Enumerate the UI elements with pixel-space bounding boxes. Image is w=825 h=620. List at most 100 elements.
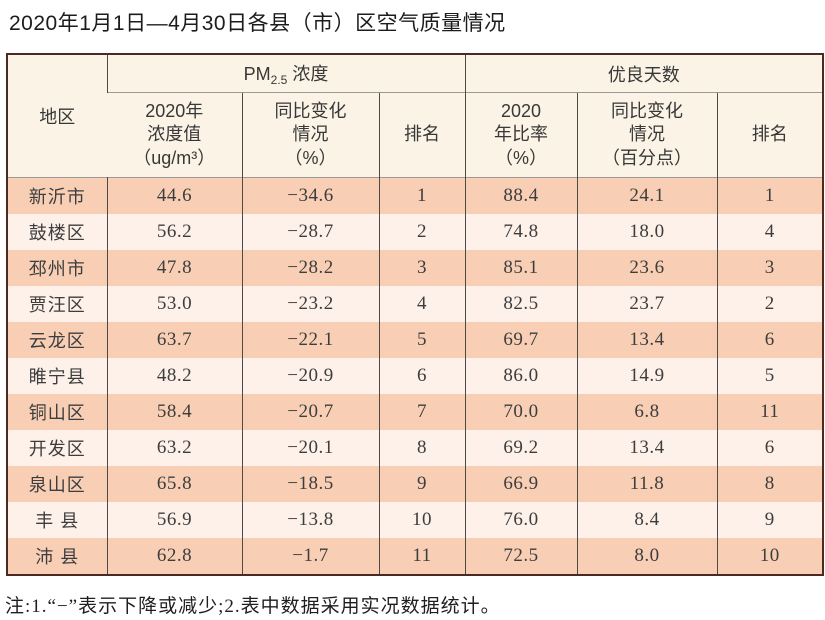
cell-pm-value: 63.2 xyxy=(106,430,242,467)
cell-good-rate: 88.4 xyxy=(464,177,577,215)
cell-pm-rank: 1 xyxy=(378,177,465,215)
table-body: 新沂市 44.6 −34.6 1 88.4 24.1 1 鼓楼区 56.2 −28.7 2 74.8 1… xyxy=(7,177,823,576)
cell-region: 邳州市 xyxy=(7,250,107,287)
cell-region: 云龙区 xyxy=(7,322,107,359)
cell-region: 鼓楼区 xyxy=(7,214,107,251)
cell-pm-value: 47.8 xyxy=(106,250,242,287)
cell-good-rank: 2 xyxy=(716,286,823,323)
header-good-rate: 2020 年比率 （%） xyxy=(464,92,577,178)
cell-pm-rank: 11 xyxy=(378,538,465,576)
cell-good-change: 8.0 xyxy=(576,538,717,576)
cell-pm-value: 56.2 xyxy=(106,214,242,251)
cell-region: 铜山区 xyxy=(7,394,107,431)
header-pm-change: 同比变化 情况 （%） xyxy=(241,92,379,178)
cell-pm-value: 48.2 xyxy=(106,358,242,395)
header-sub-row: 2020年 浓度值 （ug/m³） 同比变化 情况 （%） 排名 2020 年比… xyxy=(7,92,823,178)
cell-pm-rank: 10 xyxy=(378,502,465,539)
cell-good-rank: 9 xyxy=(716,502,823,539)
cell-good-change: 23.7 xyxy=(576,286,717,323)
cell-region: 丰 县 xyxy=(7,502,107,539)
cell-good-change: 11.8 xyxy=(576,466,717,503)
cell-pm-change: −20.9 xyxy=(241,358,379,395)
table-row: 邳州市 47.8 −28.2 3 85.1 23.6 3 xyxy=(7,250,823,287)
cell-good-rate: 86.0 xyxy=(464,358,577,395)
cell-good-rate: 69.2 xyxy=(464,430,577,467)
cell-pm-change: −34.6 xyxy=(241,177,379,215)
cell-pm-change: −20.1 xyxy=(241,430,379,467)
cell-good-change: 24.1 xyxy=(576,177,717,215)
cell-good-change: 13.4 xyxy=(576,430,717,467)
table-row: 开发区 63.2 −20.1 8 69.2 13.4 6 xyxy=(7,430,823,467)
cell-good-change: 14.9 xyxy=(576,358,717,395)
cell-good-rate: 76.0 xyxy=(464,502,577,539)
cell-pm-rank: 6 xyxy=(378,358,465,395)
table-row: 新沂市 44.6 −34.6 1 88.4 24.1 1 xyxy=(7,177,823,215)
cell-region: 贾汪区 xyxy=(7,286,107,323)
cell-pm-value: 56.9 xyxy=(106,502,242,539)
cell-good-change: 18.0 xyxy=(576,214,717,251)
table-row: 沛 县 62.8 −1.7 11 72.5 8.0 10 xyxy=(7,538,823,576)
header-pm-value: 2020年 浓度值 （ug/m³） xyxy=(107,92,242,178)
cell-good-rank: 10 xyxy=(716,538,823,576)
cell-pm-value: 63.7 xyxy=(106,322,242,359)
cell-pm-change: −18.5 xyxy=(241,466,379,503)
table-row: 铜山区 58.4 −20.7 7 70.0 6.8 11 xyxy=(7,394,823,431)
cell-region: 开发区 xyxy=(7,430,107,467)
header-good-change: 同比变化 情况 （百分点） xyxy=(576,92,717,178)
cell-region: 新沂市 xyxy=(7,177,107,215)
cell-region: 泉山区 xyxy=(7,466,107,503)
cell-region: 睢宁县 xyxy=(7,358,107,395)
table-row: 鼓楼区 56.2 −28.7 2 74.8 18.0 4 xyxy=(7,214,823,251)
cell-pm-rank: 4 xyxy=(378,286,465,323)
cell-pm-change: −28.2 xyxy=(241,250,379,287)
cell-pm-rank: 8 xyxy=(378,430,465,467)
cell-pm-rank: 9 xyxy=(378,466,465,503)
cell-good-rank: 6 xyxy=(716,430,823,467)
cell-pm-rank: 3 xyxy=(378,250,465,287)
cell-good-rate: 82.5 xyxy=(464,286,577,323)
header-pm25-group: PM2.5 浓度 xyxy=(106,54,465,93)
cell-good-rank: 1 xyxy=(716,177,823,215)
cell-pm-rank: 2 xyxy=(378,214,465,251)
cell-good-rank: 4 xyxy=(716,214,823,251)
cell-good-change: 13.4 xyxy=(576,322,717,359)
cell-pm-value: 58.4 xyxy=(106,394,242,431)
cell-good-change: 6.8 xyxy=(576,394,717,431)
header-good-days-group: 优良天数 xyxy=(464,54,823,93)
cell-good-change: 8.4 xyxy=(576,502,717,539)
cell-region: 沛 县 xyxy=(7,538,107,576)
cell-good-rank: 3 xyxy=(716,250,823,287)
table-header: 地区 PM2.5 浓度 优良天数 2020年 浓度值 （ug/m³） 同比变化 情… xyxy=(7,54,823,178)
footnote: 注:1.“−”表示下降或减少;2.表中数据采用实况数据统计。 xyxy=(5,596,501,618)
cell-good-rank: 6 xyxy=(716,322,823,359)
header-pm-rank: 排名 xyxy=(378,92,465,178)
pm25-suffix: 浓度 xyxy=(292,64,329,85)
cell-good-rate: 74.8 xyxy=(464,214,577,251)
table-row: 贾汪区 53.0 −23.2 4 82.5 23.7 2 xyxy=(7,286,823,323)
cell-pm-value: 44.6 xyxy=(106,177,242,215)
cell-good-rate: 85.1 xyxy=(464,250,577,287)
cell-pm-change: −28.7 xyxy=(241,214,379,251)
cell-good-rate: 69.7 xyxy=(464,322,577,359)
cell-good-rate: 66.9 xyxy=(464,466,577,503)
cell-pm-value: 65.8 xyxy=(106,466,242,503)
cell-good-rate: 70.0 xyxy=(464,394,577,431)
cell-pm-change: −13.8 xyxy=(241,502,379,539)
cell-pm-value: 62.8 xyxy=(106,538,242,576)
cell-good-rank: 8 xyxy=(716,466,823,503)
cell-pm-change: −23.2 xyxy=(241,286,379,323)
cell-pm-change: −22.1 xyxy=(241,322,379,359)
table-row: 云龙区 63.7 −22.1 5 69.7 13.4 6 xyxy=(7,322,823,359)
pm25-subscript: 2.5 xyxy=(270,73,288,88)
cell-pm-value: 53.0 xyxy=(106,286,242,323)
header-group-row: 地区 PM2.5 浓度 优良天数 xyxy=(7,54,823,178)
cell-good-rate: 72.5 xyxy=(464,538,577,576)
header-region: 地区 xyxy=(7,54,107,178)
cell-good-change: 23.6 xyxy=(576,250,717,287)
table-row: 丰 县 56.9 −13.8 10 76.0 8.4 9 xyxy=(7,502,823,539)
table-row: 睢宁县 48.2 −20.9 6 86.0 14.9 5 xyxy=(7,358,823,395)
cell-pm-rank: 5 xyxy=(378,322,465,359)
cell-good-rank: 11 xyxy=(716,394,823,431)
header-good-rank: 排名 xyxy=(716,92,823,178)
page-title: 2020年1月1日—4月30日各县（市）区空气质量情况 xyxy=(9,12,506,35)
